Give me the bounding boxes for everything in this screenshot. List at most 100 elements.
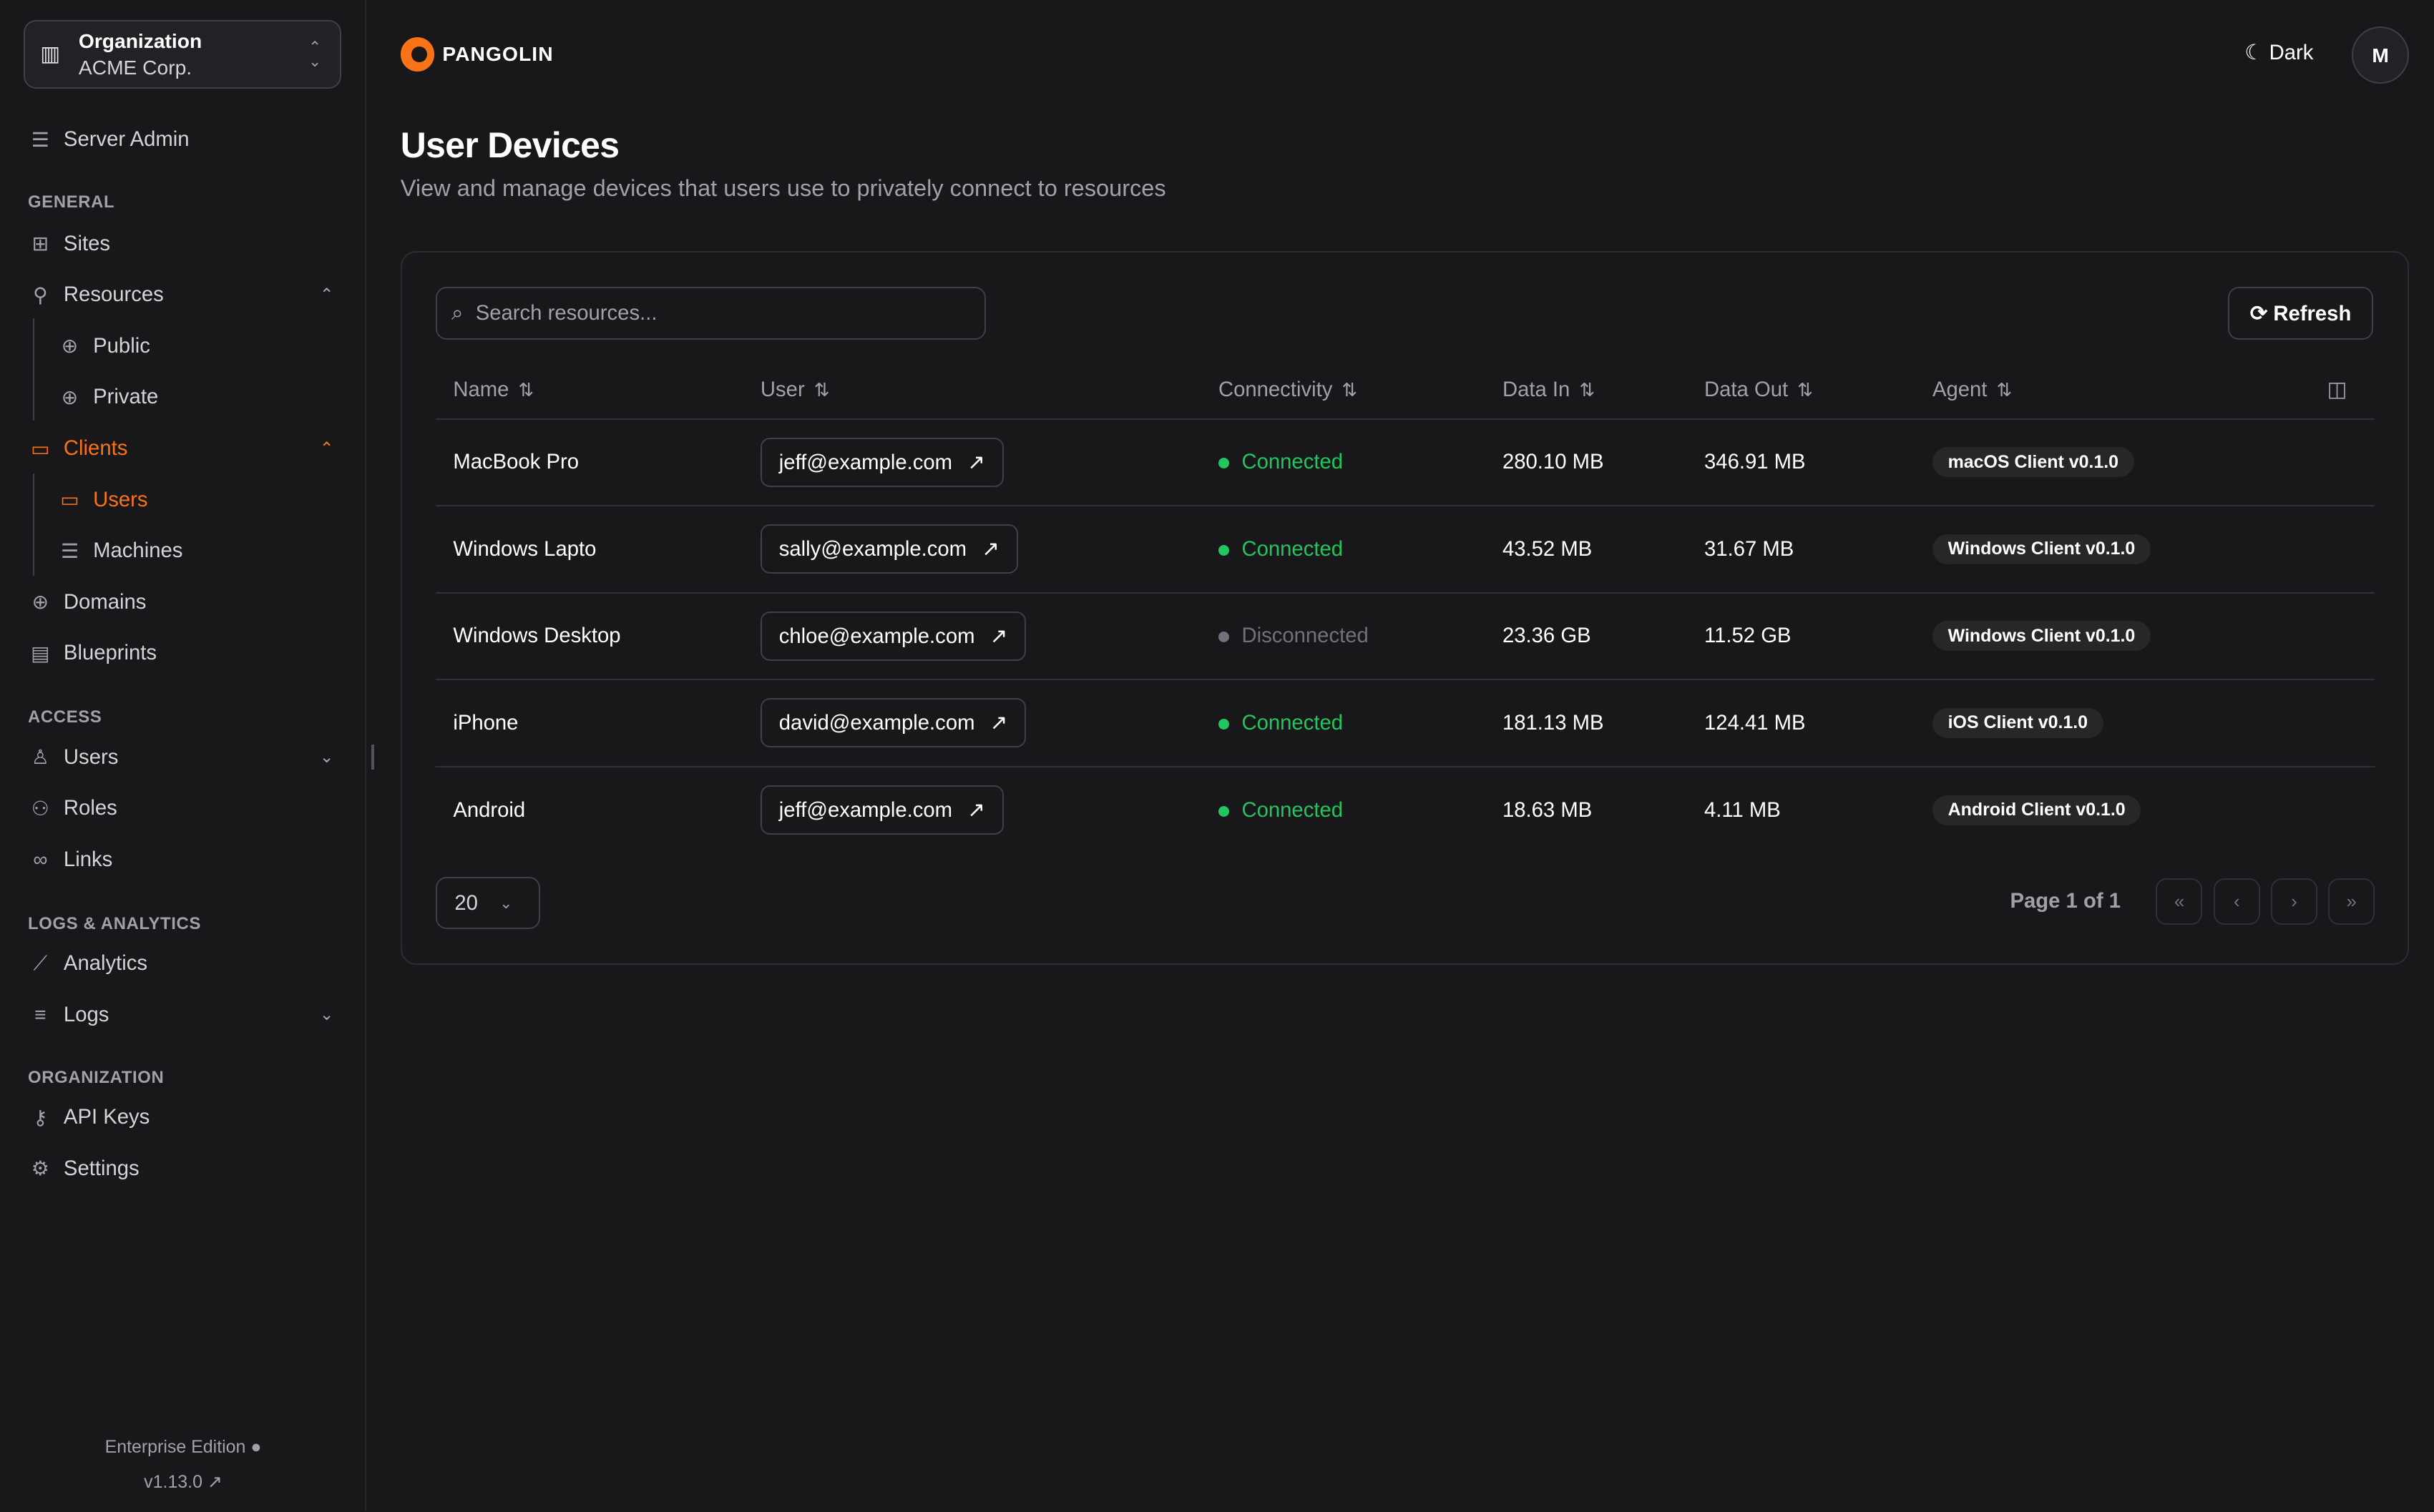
sidebar-item-label: Public — [93, 333, 150, 358]
page-subtitle: View and manage devices that users use t… — [400, 175, 1166, 202]
sidebar-item-api-keys[interactable]: ⚷ API Keys — [28, 1099, 334, 1136]
status-dot-icon — [1218, 718, 1230, 730]
external-link-icon: ↗ — [207, 1471, 223, 1492]
refresh-button[interactable]: ⟳ Refresh — [2227, 287, 2374, 340]
chevron-icon[interactable]: ⌃ — [319, 285, 334, 305]
user-email: jeff@example.com — [778, 798, 953, 823]
device-name: Windows Lapto — [436, 506, 744, 594]
column-header[interactable]: Connectivity ⇅ — [1201, 361, 1486, 420]
sort-icon[interactable]: ⇅ — [1996, 378, 2013, 401]
column-header[interactable]: Data Out ⇅ — [1687, 361, 1916, 420]
sidebar-item-domains[interactable]: ⊕ Domains — [28, 584, 334, 621]
brand: PANGOLIN — [400, 37, 554, 72]
sidebar-item-public[interactable]: ⊕ Public — [57, 328, 333, 365]
column-label: Name — [453, 377, 509, 401]
first-page-button[interactable]: « — [2156, 878, 2203, 925]
table-row[interactable]: Windows Desktop chloe@example.com ↗ Disc… — [436, 592, 2375, 681]
data-out: 346.91 MB — [1687, 418, 1916, 507]
last-page-button[interactable]: » — [2328, 878, 2375, 925]
sidebar-item-machines[interactable]: ☰ Machines — [57, 532, 333, 569]
sidebar-item-analytics[interactable]: ⟋ Analytics — [28, 945, 334, 982]
sort-icon[interactable]: ⇅ — [518, 378, 534, 401]
pangolin-logo-icon — [400, 37, 435, 72]
sidebar-item-users[interactable]: ▭ Users — [57, 481, 333, 519]
column-header[interactable]: Data In ⇅ — [1485, 361, 1688, 420]
page-size-select[interactable]: 20 ⌄ — [436, 876, 540, 930]
table-row[interactable]: Android jeff@example.com ↗ Connected 18.… — [436, 767, 2375, 853]
user-email: sally@example.com — [778, 537, 967, 561]
theme-toggle[interactable]: ☾ Dark — [2244, 40, 2313, 65]
tree-line — [32, 318, 34, 421]
user-link[interactable]: jeff@example.com ↗ — [760, 437, 1004, 487]
arrow-up-right-icon: ↗ — [967, 450, 985, 474]
column-label: Agent — [1932, 377, 1988, 401]
table-row[interactable]: iPhone david@example.com ↗ Connected 181… — [436, 679, 2375, 767]
avatar[interactable]: M — [2351, 26, 2410, 84]
sidebar-resize-handle[interactable] — [371, 745, 374, 770]
key-icon: ⚷ — [33, 1105, 48, 1129]
monitor-icon: ▭ — [31, 436, 50, 460]
sites-icon: ⊞ — [31, 232, 49, 255]
next-page-button[interactable]: › — [2270, 878, 2318, 925]
sidebar-item-blueprints[interactable]: ▤ Blueprints — [28, 634, 334, 672]
status-text: Disconnected — [1241, 624, 1369, 648]
column-label: User — [760, 377, 805, 401]
brand-name: PANGOLIN — [442, 42, 554, 66]
status-badge: Connected — [1201, 506, 1486, 594]
sidebar-item-links[interactable]: ∞ Links — [28, 841, 334, 878]
column-header[interactable]: Name ⇅ — [436, 361, 744, 420]
sidebar-item-users[interactable]: ♙ Users ⌄ — [28, 739, 334, 776]
sidebar-item-logs[interactable]: ≡ Logs ⌄ — [28, 996, 334, 1034]
sort-icon[interactable]: ⇅ — [1797, 378, 1813, 401]
sort-icon[interactable]: ⇅ — [1579, 378, 1595, 401]
user-link[interactable]: sally@example.com ↗ — [760, 524, 1018, 574]
sidebar-item-settings[interactable]: ⚙ Settings — [28, 1150, 334, 1187]
sidebar-item-resources[interactable]: ⚲ Resources ⌃ — [28, 276, 334, 313]
sidebar-item-label: Roles — [63, 796, 117, 820]
sidebar-item-clients[interactable]: ▭ Clients ⌃ — [28, 430, 334, 467]
sidebar-item-server-admin[interactable]: ☰ Server Admin — [28, 121, 334, 158]
section-heading: ACCESS — [28, 707, 102, 727]
version-link[interactable]: v1.13.0 ↗ — [0, 1471, 366, 1493]
sort-icon[interactable]: ⇅ — [813, 378, 830, 401]
data-in: 43.52 MB — [1485, 506, 1688, 594]
data-out: 4.11 MB — [1704, 797, 1781, 822]
chevron-icon[interactable]: ⌄ — [319, 747, 334, 767]
columns-icon: ◫ — [2327, 378, 2347, 402]
user-email: jeff@example.com — [778, 450, 953, 474]
device-name: Windows Desktop — [436, 592, 744, 681]
column-header[interactable]: User ⇅ — [743, 361, 1202, 420]
column-header[interactable]: Agent ⇅ — [1915, 361, 2301, 420]
sort-icon[interactable]: ⇅ — [1341, 378, 1358, 401]
chevron-icon[interactable]: ⌃ — [319, 438, 334, 458]
refresh-label: Refresh — [2273, 301, 2352, 325]
edition-label[interactable]: Enterprise Edition ● — [0, 1437, 366, 1458]
prev-page-button[interactable]: ‹ — [2213, 878, 2260, 925]
user-link[interactable]: chloe@example.com ↗ — [760, 611, 1027, 661]
user-link[interactable]: david@example.com ↗ — [760, 698, 1027, 748]
agent-badge: Windows Client v0.1.0 — [1932, 621, 2151, 652]
section-heading: ORGANIZATION — [28, 1067, 165, 1087]
table-row[interactable]: MacBook Pro jeff@example.com ↗ Connected… — [436, 418, 2375, 507]
column-label: Data In — [1502, 377, 1570, 401]
document-icon: ▤ — [31, 641, 50, 664]
sidebar: ▥ Organization ACME Corp. ⌃ ⌄ ☰ Server Admi… — [0, 0, 367, 1512]
user-link[interactable]: jeff@example.com ↗ — [760, 785, 1004, 835]
column-label: Data Out — [1704, 377, 1789, 401]
status-dot-icon — [1218, 632, 1230, 643]
sidebar-item-label: Users — [63, 745, 119, 769]
table-row[interactable]: Windows Lapto sally@example.com ↗ Connec… — [436, 506, 2375, 594]
sidebar-item-sites[interactable]: ⊞ Sites — [28, 225, 334, 262]
search-input[interactable] — [475, 301, 942, 326]
status-badge: Connected — [1201, 418, 1486, 507]
status-badge: Disconnected — [1201, 592, 1486, 681]
theme-label: Dark — [2269, 41, 2314, 65]
org-switcher[interactable]: ▥ Organization ACME Corp. ⌃ ⌄ — [23, 20, 342, 89]
status-text: Connected — [1241, 450, 1344, 474]
column-toggle[interactable]: ◫ — [2300, 361, 2375, 420]
search-field[interactable]: ⌕ — [436, 287, 986, 340]
data-out: 11.52 GB — [1687, 592, 1916, 681]
sidebar-item-private[interactable]: ⊕ Private — [57, 378, 333, 416]
sidebar-item-roles[interactable]: ⚇ Roles — [28, 790, 334, 827]
chevron-icon[interactable]: ⌄ — [319, 1005, 334, 1025]
